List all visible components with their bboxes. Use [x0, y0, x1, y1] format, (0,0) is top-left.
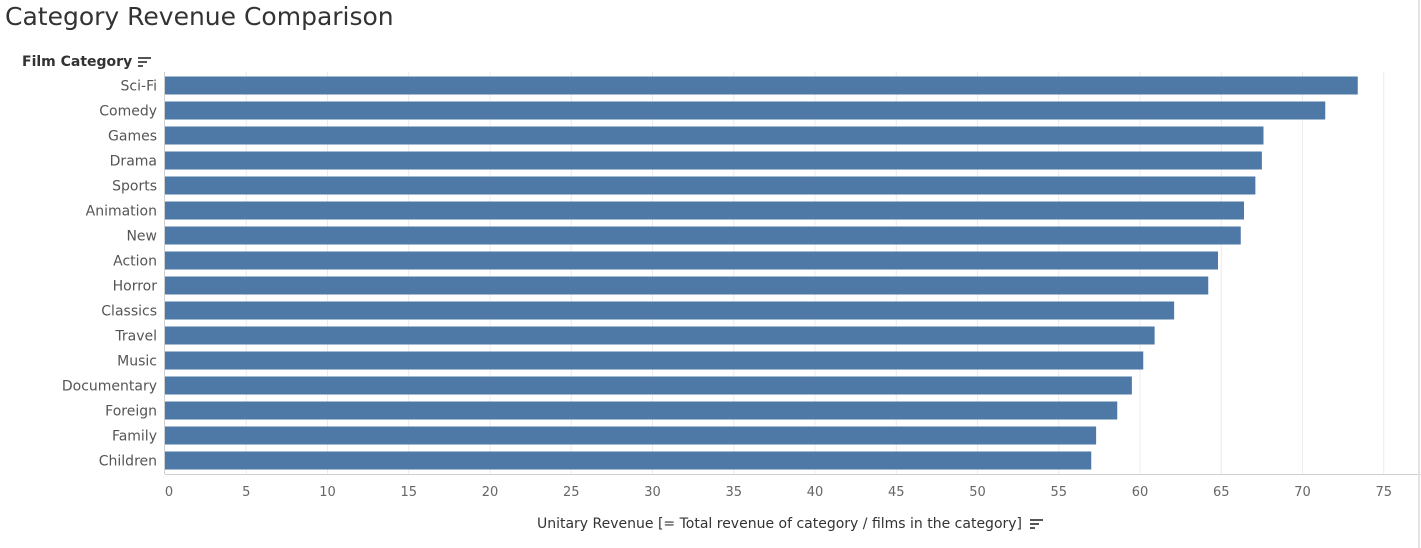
category-label: Sports: [112, 179, 157, 195]
chart-title: Category Revenue Comparison: [5, 2, 394, 31]
x-tick-label: 70: [1294, 485, 1311, 500]
x-tick-label: 75: [1375, 485, 1392, 500]
category-label: New: [126, 229, 157, 245]
bar[interactable]: [165, 426, 1097, 445]
bar[interactable]: [165, 326, 1155, 345]
bar[interactable]: [165, 376, 1132, 395]
x-tick-label: 40: [807, 485, 824, 500]
bar[interactable]: [165, 251, 1218, 270]
x-tick-label: 35: [725, 485, 742, 500]
x-tick-label: 60: [1132, 485, 1149, 500]
bar[interactable]: [165, 276, 1209, 295]
x-tick-label: 45: [888, 485, 905, 500]
category-label: Drama: [110, 154, 157, 170]
category-label: Classics: [101, 304, 157, 320]
category-label: Games: [108, 129, 157, 145]
x-tick-label: 5: [242, 485, 250, 500]
bar[interactable]: [165, 226, 1241, 245]
category-label: Animation: [86, 204, 157, 220]
bar[interactable]: [165, 401, 1118, 420]
bar[interactable]: [165, 151, 1262, 170]
panel-border: [1418, 0, 1420, 548]
bar[interactable]: [165, 126, 1264, 145]
bar[interactable]: [165, 101, 1326, 120]
category-label: Sci-Fi: [121, 79, 157, 95]
x-tick-label: 20: [482, 485, 499, 500]
sort-descending-icon[interactable]: [138, 56, 152, 68]
x-tick-label: 55: [1050, 485, 1067, 500]
category-label: Children: [99, 454, 157, 470]
category-label: Horror: [113, 279, 158, 295]
bar[interactable]: [165, 76, 1358, 95]
category-label: Comedy: [99, 104, 157, 120]
x-tick-label: 50: [969, 485, 986, 500]
x-axis-title[interactable]: Unitary Revenue [= Total revenue of cate…: [0, 516, 1421, 532]
category-label: Documentary: [62, 379, 157, 395]
x-tick-label: 25: [563, 485, 580, 500]
category-label: Travel: [114, 329, 157, 345]
bar[interactable]: [165, 351, 1144, 370]
x-tick-label: 10: [319, 485, 336, 500]
x-tick-label: 15: [400, 485, 417, 500]
y-axis-title[interactable]: Film Category: [22, 54, 152, 70]
bar[interactable]: [165, 301, 1175, 320]
x-tick-label: 30: [644, 485, 661, 500]
category-label: Family: [112, 429, 157, 445]
category-label: Foreign: [105, 404, 157, 420]
sort-descending-icon[interactable]: [1030, 518, 1044, 530]
bar[interactable]: [165, 201, 1244, 220]
bar[interactable]: [165, 451, 1092, 470]
x-tick-label: 65: [1213, 485, 1230, 500]
x-axis-title-label: Unitary Revenue [= Total revenue of cate…: [536, 516, 1023, 532]
x-tick-label: 0: [165, 485, 173, 500]
y-axis-title-label: Film Category: [22, 54, 133, 70]
category-label: Action: [113, 254, 157, 270]
category-label: Music: [117, 354, 157, 370]
bar[interactable]: [165, 176, 1256, 195]
